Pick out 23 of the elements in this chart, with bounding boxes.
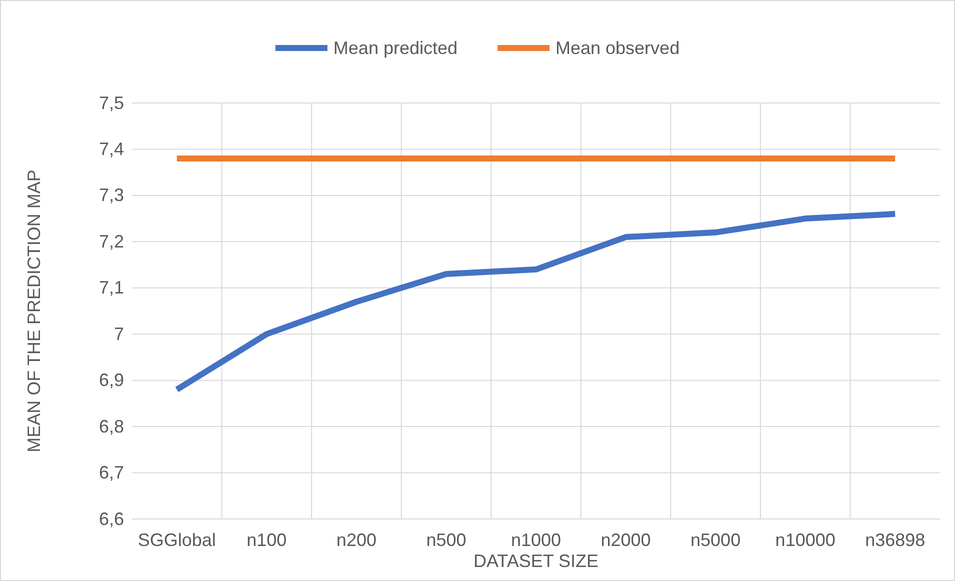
x-tick-label: n2000	[600, 530, 651, 550]
x-tick-label: n36898	[865, 530, 926, 550]
y-tick-label: 7,3	[98, 185, 124, 206]
x-tick-label: n200	[336, 530, 376, 550]
x-tick-label: n500	[426, 530, 466, 550]
y-tick-label: 6,7	[98, 462, 124, 483]
y-tick-label: 6,8	[98, 416, 124, 436]
y-tick-label: 6,6	[98, 508, 124, 529]
y-tick-label: 7,5	[98, 92, 124, 113]
x-tick-label: n5000	[690, 530, 741, 550]
y-tick-label: 7,1	[98, 278, 124, 298]
y-tick-label: 6,9	[98, 370, 124, 390]
x-axis-title: DATASET SIZE	[473, 551, 599, 571]
x-tick-label: n10000	[775, 530, 836, 550]
y-tick-label: 7,4	[98, 138, 124, 159]
legend-label: Mean predicted	[333, 38, 458, 58]
y-axis-title: MEAN OF THE PREDICTION MAP	[24, 170, 44, 452]
x-tick-label: n1000	[510, 530, 562, 550]
x-tick-label: n100	[246, 530, 287, 550]
y-tick-label: 7	[114, 324, 124, 344]
legend-label: Mean observed	[556, 38, 680, 58]
y-tick-label: 7,2	[98, 231, 124, 252]
x-tick-label: SGGlobal	[138, 530, 216, 550]
